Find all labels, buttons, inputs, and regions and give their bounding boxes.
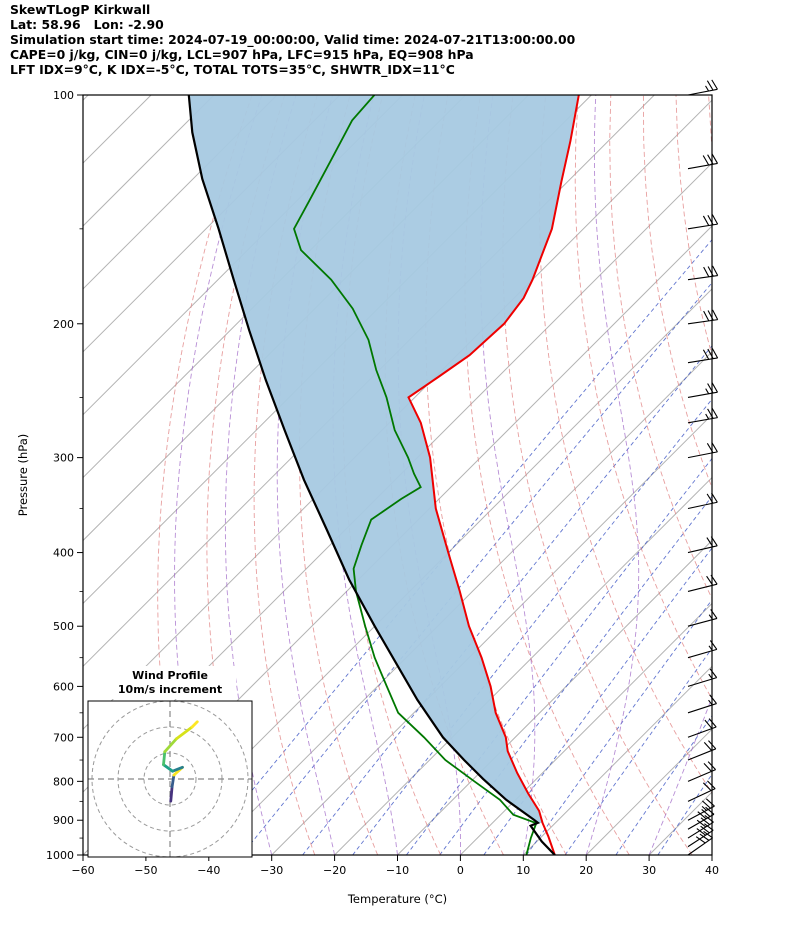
hodograph-trace-segment xyxy=(163,737,178,754)
svg-text:20: 20 xyxy=(579,864,593,877)
temperature-curve xyxy=(407,95,580,855)
svg-text:−30: −30 xyxy=(260,864,283,877)
svg-text:−20: −20 xyxy=(323,864,346,877)
indices-line-1: CAPE=0 j/kg, CIN=0 j/kg, LCL=907 hPa, LF… xyxy=(10,47,474,63)
svg-text:−50: −50 xyxy=(134,864,157,877)
svg-text:30: 30 xyxy=(642,864,656,877)
svg-text:−60: −60 xyxy=(71,864,94,877)
hodograph-trace-segment xyxy=(170,773,176,789)
hodograph-border xyxy=(87,700,253,858)
hodograph-title-line1: Wind Profile xyxy=(132,669,208,682)
y-axis: 100 200 300 400 500 600 700 800 900 1000 xyxy=(46,89,83,862)
svg-text:10: 10 xyxy=(516,864,530,877)
svg-text:600: 600 xyxy=(53,680,74,693)
time-line: Simulation start time: 2024-07-19_00:00:… xyxy=(10,32,576,48)
svg-text:0: 0 xyxy=(457,864,464,877)
svg-text:700: 700 xyxy=(53,731,74,744)
header: SkewTLogP Kirkwall Lat: 58.96 Lon: -2.90… xyxy=(10,2,575,77)
svg-text:−10: −10 xyxy=(386,864,409,877)
hodograph-trace-segment xyxy=(175,725,194,741)
moist-adiabats xyxy=(174,95,712,855)
svg-text:900: 900 xyxy=(53,814,74,827)
profiles xyxy=(187,95,580,855)
hodograph-trace-segment xyxy=(162,750,167,767)
svg-text:400: 400 xyxy=(53,547,74,560)
indices-line-2: LFT IDX=9°C, K IDX=-5°C, TOTAL TOTS=35°C… xyxy=(10,62,455,78)
location-line: Lat: 58.96 Lon: -2.90 xyxy=(10,17,164,33)
svg-text:800: 800 xyxy=(53,775,74,788)
hodograph-trace-segment xyxy=(171,765,184,773)
parcel-curve xyxy=(187,95,556,855)
hodograph-trace-segment xyxy=(169,785,174,803)
hodograph-trace-segment xyxy=(162,763,175,773)
hodograph-trace-segment xyxy=(190,720,199,729)
cape-shading xyxy=(188,95,579,824)
svg-text:40: 40 xyxy=(705,864,719,877)
chart-title: SkewTLogP Kirkwall xyxy=(10,2,151,17)
x-axis-title: Temperature (°C) xyxy=(347,892,447,906)
svg-text:1000: 1000 xyxy=(46,849,74,862)
svg-text:100: 100 xyxy=(53,89,74,102)
dewpoint-curve xyxy=(293,95,538,855)
hodograph-title-line2: 10m/s increment xyxy=(118,683,222,696)
svg-text:500: 500 xyxy=(53,620,74,633)
y-axis-title: Pressure (hPa) xyxy=(16,434,30,517)
svg-text:200: 200 xyxy=(53,318,74,331)
svg-text:300: 300 xyxy=(53,452,74,465)
x-axis: −60 −50 −40 −30 −20 −10 0 10 20 30 40 xyxy=(71,855,719,877)
svg-text:−40: −40 xyxy=(197,864,220,877)
